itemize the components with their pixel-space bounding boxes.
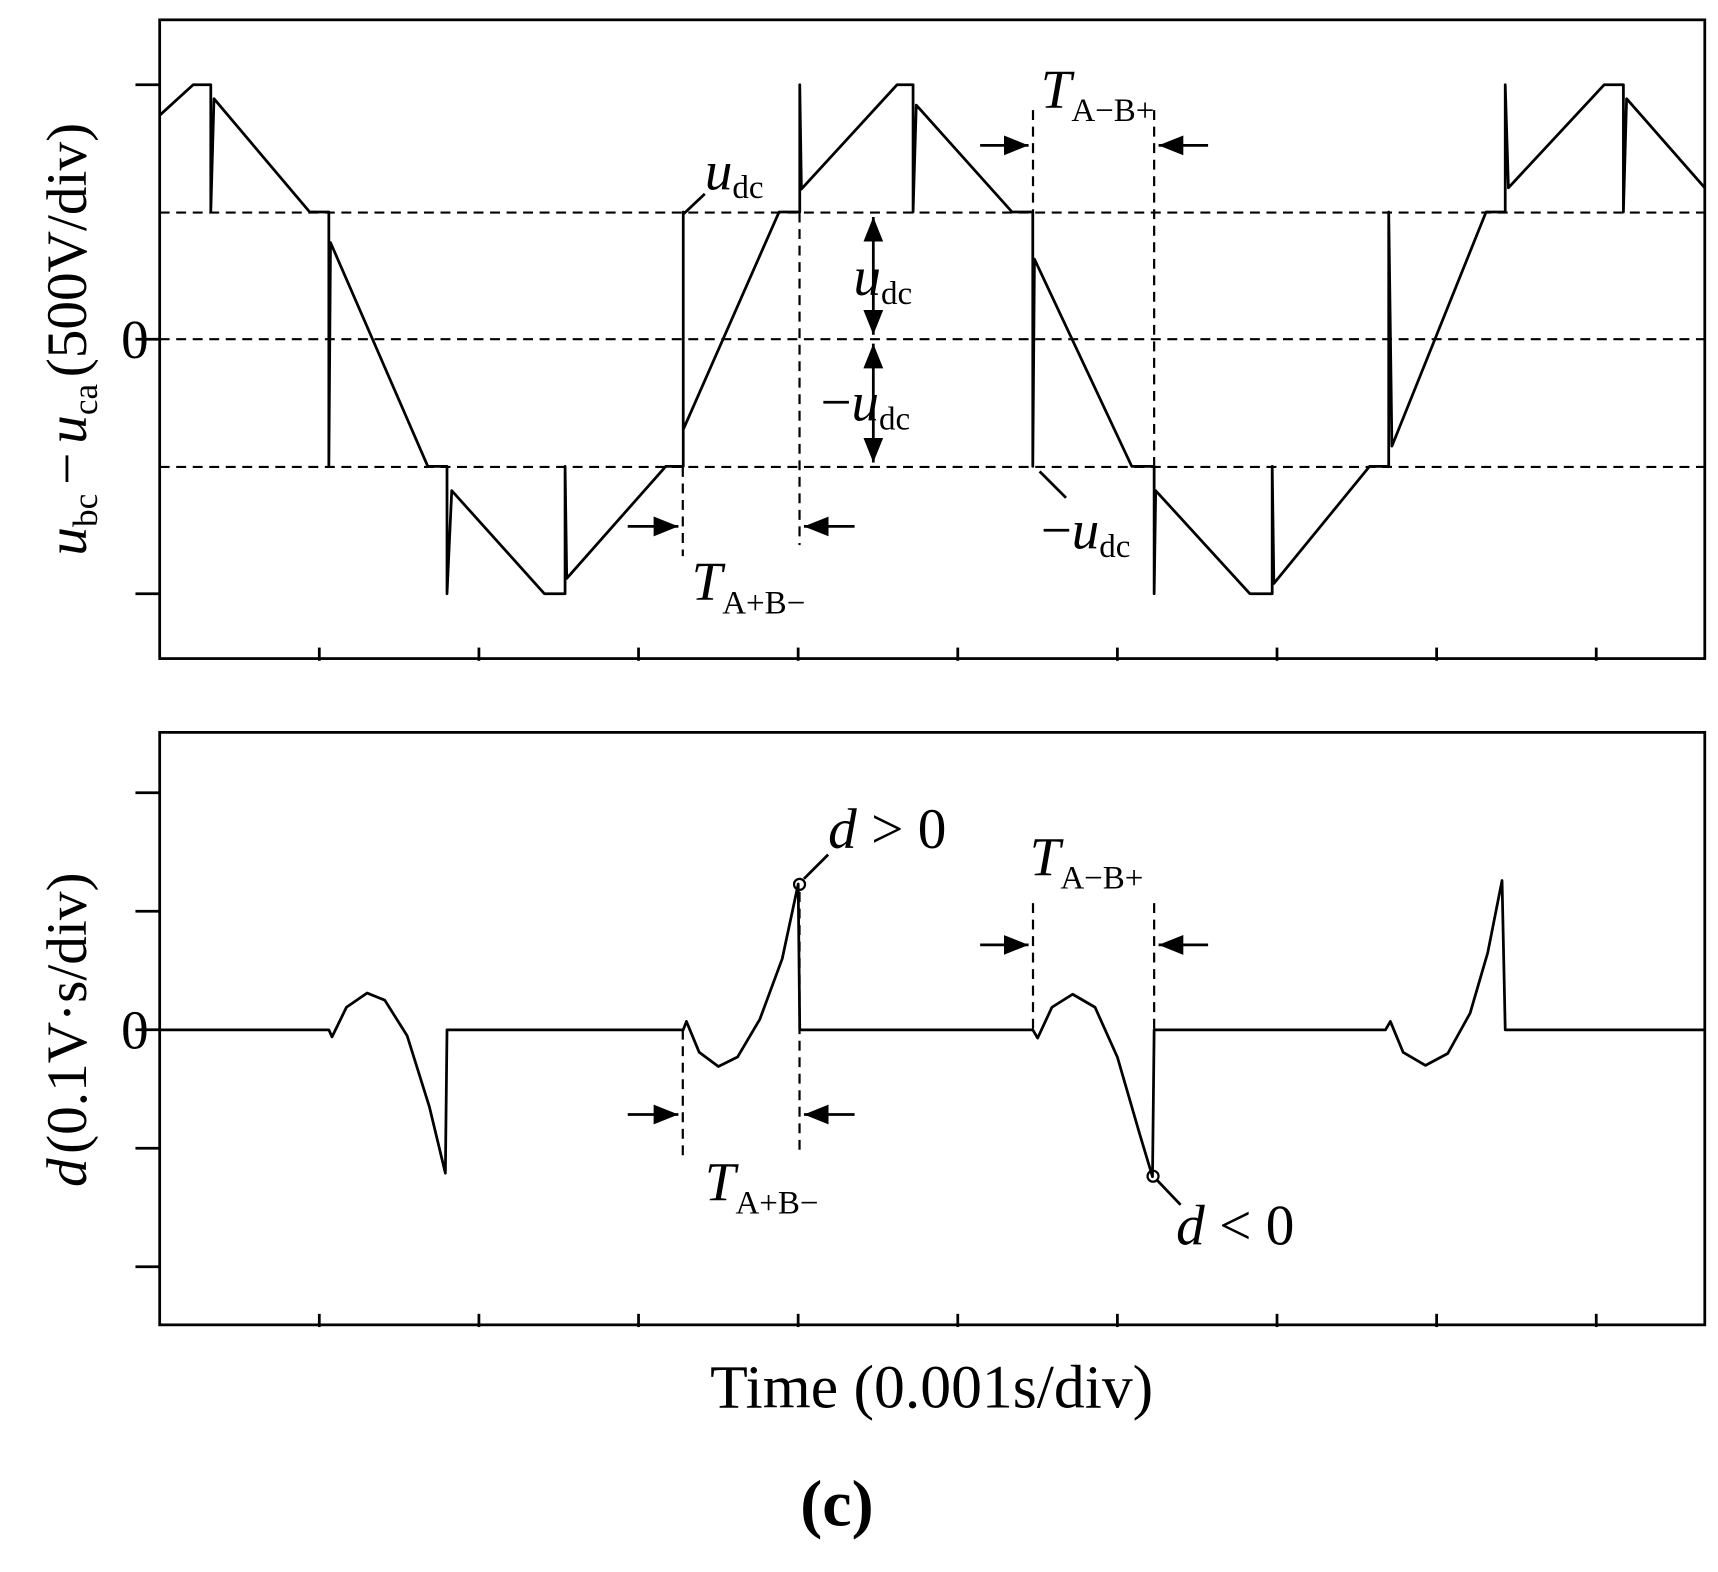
annotation: TA−B+	[1030, 827, 1144, 897]
waveform	[158, 83, 1706, 596]
annotation: −udc	[820, 372, 910, 438]
y-axis-label: ubc−uca(500V/div)	[36, 123, 105, 556]
annotation: TA−B+	[1041, 59, 1155, 129]
annotation: d > 0	[828, 798, 946, 861]
x-axis-label: Time (0.001s/div)	[710, 1353, 1153, 1421]
y-tick-label: 0	[121, 309, 149, 370]
annotation: udc	[853, 246, 912, 312]
annotation: udc	[705, 140, 764, 206]
caption: (c)	[800, 1467, 873, 1540]
annotation: d < 0	[1176, 1194, 1294, 1257]
waveform	[159, 879, 1705, 1179]
y-axis-label: d(0.1V·s/div)	[36, 872, 99, 1186]
annotation: −udc	[1041, 499, 1131, 565]
annotation: TA+B−	[692, 551, 806, 621]
level-lines	[159, 110, 1705, 557]
y-tick-label: 0	[121, 1000, 149, 1061]
annotation: TA+B−	[705, 1151, 819, 1221]
